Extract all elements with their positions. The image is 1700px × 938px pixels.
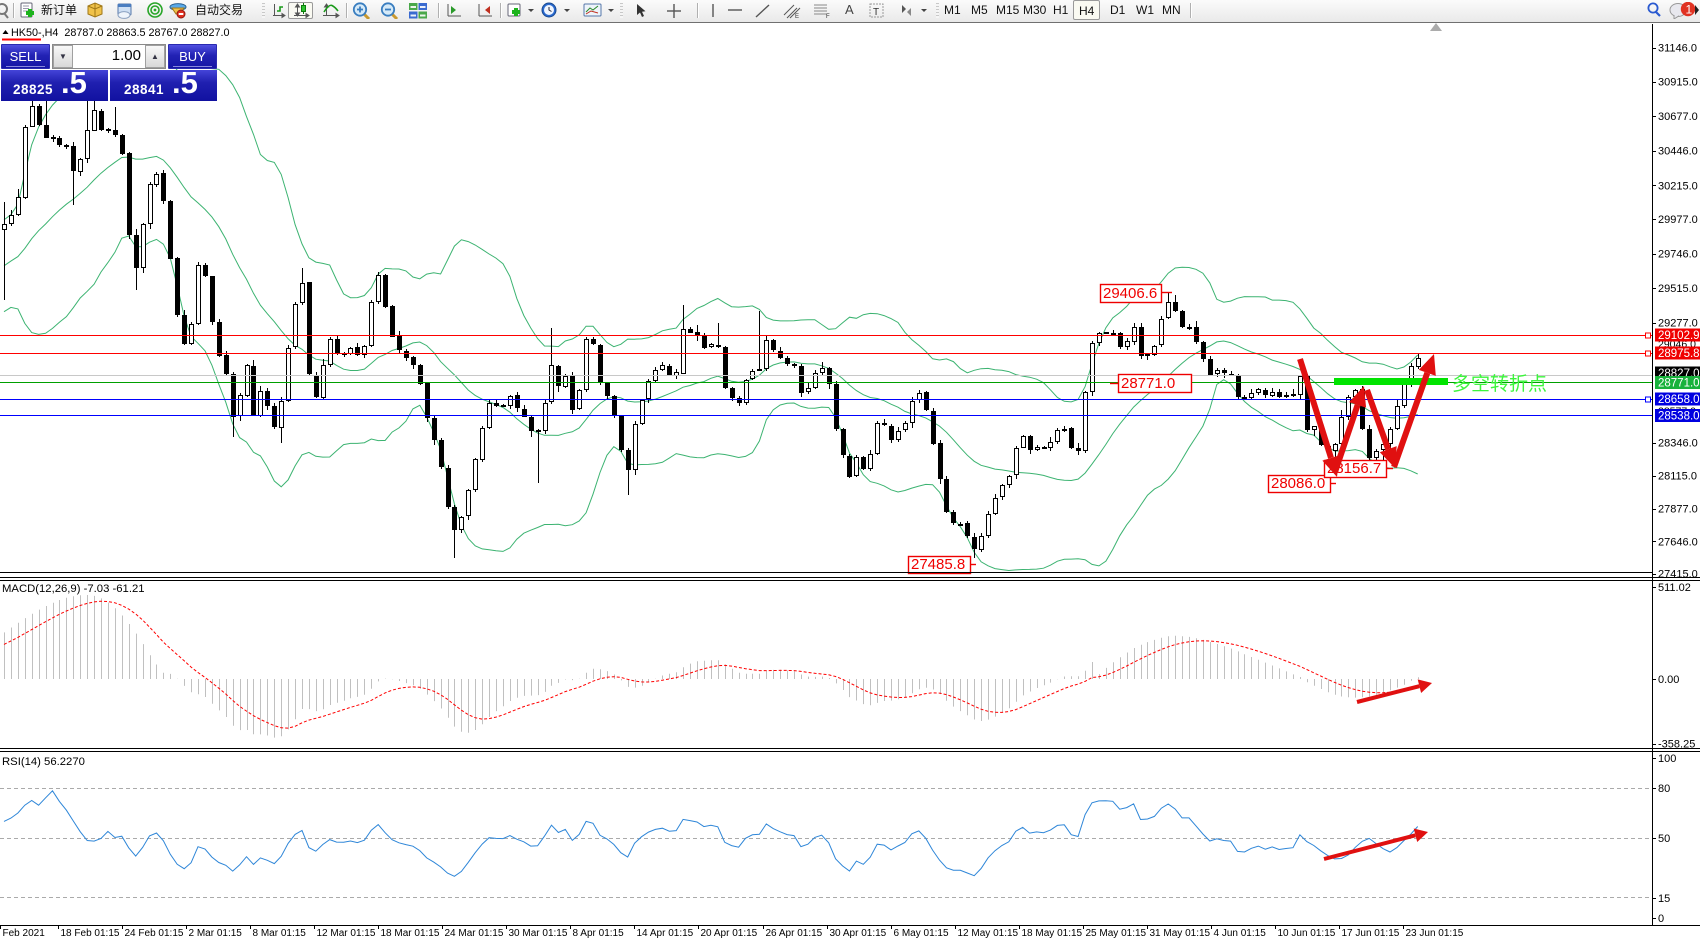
svg-text:30215.0: 30215.0 bbox=[1658, 180, 1698, 192]
svg-text:29746.0: 29746.0 bbox=[1658, 249, 1698, 261]
svg-text:80: 80 bbox=[1658, 783, 1670, 795]
svg-text:24 Feb 01:15: 24 Feb 01:15 bbox=[125, 928, 184, 938]
svg-text:30915.0: 30915.0 bbox=[1658, 77, 1698, 89]
svg-text:29277.0: 29277.0 bbox=[1658, 318, 1698, 330]
svg-text:6 May 01:15: 6 May 01:15 bbox=[894, 928, 949, 938]
svg-text:27485.8: 27485.8 bbox=[911, 556, 965, 573]
svg-text:50: 50 bbox=[1658, 833, 1670, 845]
svg-text:18 Mar 01:15: 18 Mar 01:15 bbox=[381, 928, 440, 938]
svg-text:28658.0: 28658.0 bbox=[1658, 394, 1700, 406]
svg-text:30 Apr 01:15: 30 Apr 01:15 bbox=[830, 928, 887, 938]
svg-text:12 Mar 01:15: 12 Mar 01:15 bbox=[317, 928, 376, 938]
svg-text:29406.6: 29406.6 bbox=[1103, 285, 1157, 302]
svg-text:100: 100 bbox=[1658, 753, 1676, 765]
svg-text:-358.25: -358.25 bbox=[1658, 739, 1695, 751]
svg-text:31146.0: 31146.0 bbox=[1658, 43, 1697, 55]
svg-text:14 Apr 01:15: 14 Apr 01:15 bbox=[637, 928, 694, 938]
svg-text:28538.0: 28538.0 bbox=[1658, 411, 1700, 423]
svg-text:24 Mar 01:15: 24 Mar 01:15 bbox=[445, 928, 504, 938]
svg-text:HK50-,H4 28787.0 28863.5 2876: HK50-,H4 28787.0 28863.5 28767.0 28827.0 bbox=[11, 27, 230, 39]
svg-text:27415.0: 27415.0 bbox=[1658, 569, 1698, 581]
svg-text:31 May 01:15: 31 May 01:15 bbox=[1150, 928, 1211, 938]
svg-text:Feb 2021: Feb 2021 bbox=[3, 928, 46, 938]
svg-text:RSI(14) 56.2270: RSI(14) 56.2270 bbox=[2, 756, 85, 768]
svg-text:28975.8: 28975.8 bbox=[1658, 348, 1700, 360]
svg-text:29102.9: 29102.9 bbox=[1658, 330, 1700, 342]
svg-text:15: 15 bbox=[1658, 893, 1670, 905]
svg-text:2 Mar 01:15: 2 Mar 01:15 bbox=[189, 928, 243, 938]
svg-text:MACD(12,26,9) -7.03 -61.21: MACD(12,26,9) -7.03 -61.21 bbox=[2, 583, 145, 595]
svg-text:1: 1 bbox=[1686, 3, 1693, 17]
svg-text:28771.0: 28771.0 bbox=[1121, 375, 1175, 392]
svg-text:25 May 01:15: 25 May 01:15 bbox=[1086, 928, 1147, 938]
svg-text:E: E bbox=[795, 14, 799, 19]
svg-text:10 Jun 01:15: 10 Jun 01:15 bbox=[1278, 928, 1336, 938]
svg-text:12 May 01:15: 12 May 01:15 bbox=[958, 928, 1019, 938]
svg-text:18 May 01:15: 18 May 01:15 bbox=[1022, 928, 1083, 938]
svg-text:28086.0: 28086.0 bbox=[1271, 475, 1325, 492]
svg-text:4 Jun 01:15: 4 Jun 01:15 bbox=[1214, 928, 1267, 938]
svg-text:29515.0: 29515.0 bbox=[1658, 283, 1698, 295]
svg-text:20 Apr 01:15: 20 Apr 01:15 bbox=[701, 928, 758, 938]
svg-text:511.02: 511.02 bbox=[1658, 582, 1691, 594]
svg-text:26 Apr 01:15: 26 Apr 01:15 bbox=[766, 928, 823, 938]
svg-text:27877.0: 27877.0 bbox=[1658, 504, 1698, 516]
svg-text:28346.0: 28346.0 bbox=[1658, 438, 1698, 450]
svg-text:多空转折点: 多空转折点 bbox=[1452, 373, 1547, 395]
svg-text:8 Apr 01:15: 8 Apr 01:15 bbox=[573, 928, 625, 938]
svg-text:27646.0: 27646.0 bbox=[1658, 536, 1698, 548]
svg-text:18 Feb 01:15: 18 Feb 01:15 bbox=[61, 928, 120, 938]
svg-text:29977.0: 29977.0 bbox=[1658, 214, 1698, 226]
svg-text:30 Mar 01:15: 30 Mar 01:15 bbox=[509, 928, 568, 938]
svg-text:28115.0: 28115.0 bbox=[1658, 471, 1697, 483]
svg-text:0.00: 0.00 bbox=[1658, 674, 1679, 686]
svg-text:30677.0: 30677.0 bbox=[1658, 111, 1698, 123]
svg-text:23 Jun 01:15: 23 Jun 01:15 bbox=[1406, 928, 1464, 938]
svg-text:0: 0 bbox=[1658, 913, 1664, 925]
svg-text:28771.0: 28771.0 bbox=[1658, 378, 1700, 390]
svg-text:T: T bbox=[873, 7, 879, 18]
svg-text:30446.0: 30446.0 bbox=[1658, 146, 1698, 158]
svg-text:F: F bbox=[826, 14, 830, 19]
svg-text:8 Mar 01:15: 8 Mar 01:15 bbox=[253, 928, 307, 938]
svg-text:17 Jun 01:15: 17 Jun 01:15 bbox=[1342, 928, 1400, 938]
